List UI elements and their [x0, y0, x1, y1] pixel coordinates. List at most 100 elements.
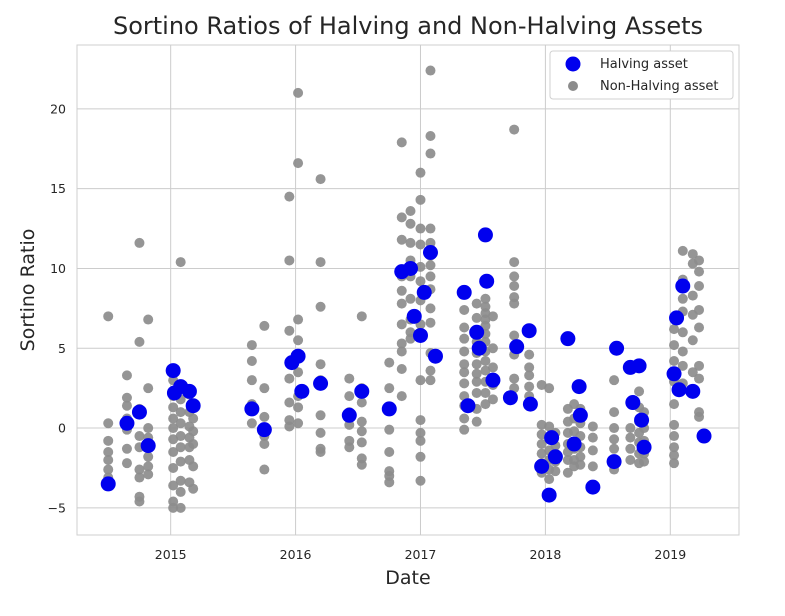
- non-halving-point: [488, 362, 498, 372]
- non-halving-point: [134, 431, 144, 441]
- non-halving-point: [588, 461, 598, 471]
- non-halving-point: [415, 375, 425, 385]
- halving-point: [669, 310, 684, 325]
- non-halving-point: [524, 370, 534, 380]
- non-halving-point: [472, 388, 482, 398]
- non-halving-point: [247, 375, 257, 385]
- y-tick-label: −5: [48, 500, 66, 515]
- halving-point: [637, 440, 652, 455]
- non-halving-point: [247, 418, 257, 428]
- non-halving-point: [397, 346, 407, 356]
- non-halving-point: [415, 168, 425, 178]
- non-halving-point: [284, 326, 294, 336]
- non-halving-point: [397, 212, 407, 222]
- non-halving-point: [259, 383, 269, 393]
- non-halving-point: [509, 257, 519, 267]
- non-halving-point: [293, 335, 303, 345]
- halving-point: [101, 476, 116, 491]
- halving-point: [457, 285, 472, 300]
- halving-point: [460, 398, 475, 413]
- non-halving-point: [134, 473, 144, 483]
- y-axis-label: Sortino Ratio: [17, 229, 39, 352]
- non-halving-point: [176, 503, 186, 513]
- non-halving-point: [425, 260, 435, 270]
- legend-label-non-halving: Non-Halving asset: [600, 79, 719, 94]
- halving-point: [166, 363, 181, 378]
- non-halving-point: [143, 452, 153, 462]
- halving-point: [625, 395, 640, 410]
- halving-point: [478, 227, 493, 242]
- non-halving-point: [405, 294, 415, 304]
- non-halving-point: [357, 437, 367, 447]
- non-halving-point: [459, 378, 469, 388]
- non-halving-point: [247, 340, 257, 350]
- halving-point: [485, 373, 500, 388]
- x-tick-label: 2016: [280, 547, 312, 562]
- non-halving-point: [344, 391, 354, 401]
- non-halving-point: [103, 418, 113, 428]
- chart-title: Sortino Ratios of Halving and Non-Halvin…: [113, 12, 703, 40]
- non-halving-point: [678, 346, 688, 356]
- y-tick-label: 20: [50, 101, 66, 116]
- non-halving-point: [415, 240, 425, 250]
- non-halving-point: [143, 383, 153, 393]
- non-halving-point: [103, 311, 113, 321]
- non-halving-point: [176, 407, 186, 417]
- non-halving-point: [259, 465, 269, 475]
- non-halving-point: [694, 361, 704, 371]
- halving-point: [572, 379, 587, 394]
- non-halving-point: [472, 299, 482, 309]
- non-halving-point: [472, 377, 482, 387]
- non-halving-point: [609, 423, 619, 433]
- halving-point: [632, 358, 647, 373]
- non-halving-point: [415, 436, 425, 446]
- non-halving-point: [176, 487, 186, 497]
- non-halving-point: [188, 439, 198, 449]
- non-halving-point: [588, 445, 598, 455]
- non-halving-point: [524, 382, 534, 392]
- non-halving-point: [397, 299, 407, 309]
- non-halving-point: [188, 426, 198, 436]
- non-halving-point: [384, 425, 394, 435]
- non-halving-point: [176, 442, 186, 452]
- halving-point: [132, 405, 147, 420]
- non-halving-point: [357, 426, 367, 436]
- non-halving-point: [415, 415, 425, 425]
- halving-point: [522, 323, 537, 338]
- halving-point: [342, 408, 357, 423]
- non-halving-point: [293, 315, 303, 325]
- non-halving-point: [509, 271, 519, 281]
- halving-point: [354, 384, 369, 399]
- halving-point: [503, 390, 518, 405]
- x-tick-label: 2019: [654, 547, 686, 562]
- halving-point: [585, 480, 600, 495]
- non-halving-point: [397, 319, 407, 329]
- halving-point: [667, 366, 682, 381]
- non-halving-point: [459, 323, 469, 333]
- non-halving-point: [415, 224, 425, 234]
- non-halving-point: [472, 359, 482, 369]
- non-halving-point: [284, 398, 294, 408]
- non-halving-point: [488, 311, 498, 321]
- non-halving-point: [134, 337, 144, 347]
- non-halving-point: [384, 358, 394, 368]
- non-halving-point: [509, 330, 519, 340]
- non-halving-point: [588, 421, 598, 431]
- non-halving-point: [284, 192, 294, 202]
- non-halving-point: [316, 447, 326, 457]
- non-halving-point: [669, 399, 679, 409]
- halving-point: [382, 401, 397, 416]
- non-halving-point: [316, 359, 326, 369]
- x-tick-label: 2015: [155, 547, 187, 562]
- halving-point: [544, 430, 559, 445]
- non-halving-point: [459, 413, 469, 423]
- y-tick-label: 0: [58, 421, 66, 436]
- non-halving-point: [384, 383, 394, 393]
- non-halving-point: [425, 303, 435, 313]
- non-halving-point: [425, 366, 435, 376]
- halving-point: [291, 349, 306, 364]
- halving-point: [479, 274, 494, 289]
- non-halving-point: [625, 444, 635, 454]
- non-halving-point: [694, 305, 704, 315]
